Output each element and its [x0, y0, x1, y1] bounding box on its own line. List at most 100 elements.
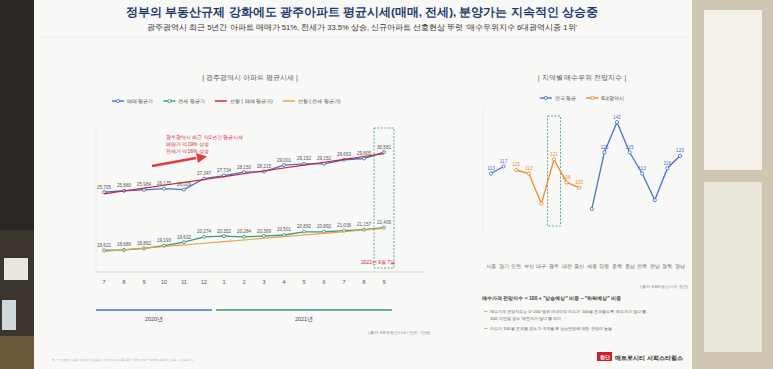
- data-label: 28,215: [257, 164, 271, 169]
- y-axis-line: [96, 124, 97, 272]
- data-label: 18,862: [137, 241, 151, 246]
- legend: 매매 평균가 전세 평균가 선형 ( 매매 평균가) 선형 ( 전세 평균가): [112, 98, 341, 104]
- series-line: [104, 154, 384, 194]
- point: [303, 230, 306, 233]
- legend-item: 선형 ( 매매 평균가): [215, 98, 273, 104]
- note: 지수가 100을 초과할 경우 2~3개월 후 상승반영에 대한 전망이 높음: [490, 326, 612, 331]
- data-label: 123: [676, 148, 684, 153]
- data-label: 27,734: [217, 168, 231, 173]
- tick-label: 울산: [574, 264, 584, 269]
- tick-label: 11: [181, 279, 187, 285]
- point: [383, 151, 386, 154]
- data-label: 26,135: [157, 181, 171, 186]
- legend-swatch: [163, 100, 175, 101]
- tick-label: 부산: [524, 264, 534, 269]
- legend-label: 전세 평균가: [178, 98, 204, 104]
- tick-label: 경북: [662, 264, 672, 269]
- point: [183, 241, 186, 244]
- room-background: [0, 0, 773, 369]
- data-label: 19,193: [157, 238, 171, 243]
- legend-label: 6대광역시: [601, 95, 624, 101]
- cup: [2, 300, 16, 330]
- data-label: 21,406: [377, 220, 391, 225]
- point: [565, 181, 568, 184]
- stage: 정부의 부동산규제 강화에도 광주아파트 평균시세(매매, 전세), 분양가는 …: [0, 0, 773, 369]
- series-line: [104, 152, 384, 192]
- tick-label: 9: [382, 279, 385, 285]
- legend-swatch: [540, 97, 552, 98]
- data-label: 108: [563, 175, 571, 180]
- box: [4, 258, 28, 280]
- desk: [0, 230, 34, 369]
- tick-label: 충남: [625, 264, 635, 269]
- legend-label: 선형 ( 매매 평균가): [230, 98, 273, 104]
- data-label: 113: [487, 166, 495, 171]
- series-line: [104, 228, 384, 251]
- legend-swatch: [112, 100, 124, 101]
- data-label: 113: [638, 166, 646, 171]
- series-line: [592, 122, 680, 209]
- legend-item: 전국 평균: [540, 95, 576, 101]
- x-axis-line: [96, 272, 424, 273]
- tick-label: 충북: [612, 264, 622, 269]
- tick-label: 5: [302, 279, 305, 285]
- data-label: 20,892: [317, 224, 331, 229]
- legend-label: 매매 평균가: [127, 98, 153, 104]
- point: [527, 172, 530, 175]
- point: [489, 172, 492, 175]
- data-label: 29,001: [277, 158, 291, 163]
- data-label: 20,369: [257, 229, 271, 234]
- legend-marker: [544, 96, 547, 99]
- point: [243, 235, 246, 238]
- tick-label: 7: [342, 279, 345, 285]
- legend-item: 전세 평균가: [163, 98, 204, 104]
- data-label: 20,352: [217, 229, 231, 234]
- data-label: 121: [550, 152, 558, 157]
- legend-item: 선형 ( 전세 평균가): [283, 98, 341, 104]
- data-label: 18,621: [97, 243, 111, 248]
- point: [590, 207, 593, 210]
- bullet: [484, 328, 488, 329]
- annotation: 전세가 약16% 상승: [166, 148, 209, 154]
- tick-label: 인천: [511, 264, 521, 269]
- series-line: [104, 228, 384, 251]
- window-pane: [704, 182, 762, 352]
- tick-label: 대구: [536, 264, 546, 269]
- data-label: 27,347: [197, 171, 211, 176]
- arrow-shaft: [152, 158, 196, 166]
- tick-label: 광주: [549, 264, 559, 269]
- tick-label: 경남: [675, 264, 685, 269]
- window-frame: [692, 0, 773, 369]
- annotation: 매매가 약19% 상승: [166, 141, 209, 147]
- note: 100 미만일 경우 '매도자가 많다'를 의미: [490, 316, 561, 321]
- date-annotation: 2021년 9월 7일: [361, 260, 395, 265]
- point: [203, 235, 206, 238]
- tick-label: 전북: [637, 264, 647, 269]
- data-label: 29,152: [297, 156, 311, 161]
- legend-label: 선형 ( 전세 평균가): [298, 98, 341, 104]
- legend-swatch: [283, 100, 295, 101]
- highlight-box: [374, 128, 394, 268]
- tick-label: 2: [242, 279, 245, 285]
- annotation: 광주광역시 최근 약1년간 평균시세: [166, 134, 243, 140]
- data-label: 29,653: [337, 152, 351, 157]
- point: [363, 157, 366, 160]
- arrow-head: [196, 153, 207, 163]
- point: [263, 235, 266, 238]
- data-label: 29,152: [317, 156, 331, 161]
- data-label: 28,150: [237, 165, 251, 170]
- point: [552, 158, 555, 161]
- note: 매수가격 전망지수는 0~200 범위 이내이며 지수가 100을 초과할수록 …: [490, 309, 648, 314]
- data-label: 142: [613, 115, 621, 120]
- data-label: 25,880: [117, 183, 131, 188]
- point: [283, 164, 286, 167]
- chart-title: | 지역별 매수우위 전망지수 |: [538, 74, 627, 82]
- subtitle: 광주광역시 최근 5년간 아파트 매매가 51%, 전세가 33.5% 상승, …: [147, 23, 578, 32]
- data-label: 116: [664, 161, 672, 166]
- tick-label: 8: [362, 279, 365, 285]
- point: [540, 202, 543, 205]
- brand-badge: [597, 352, 612, 361]
- tick-label: 1: [222, 279, 225, 285]
- point: [223, 235, 226, 238]
- slide: [34, 0, 692, 369]
